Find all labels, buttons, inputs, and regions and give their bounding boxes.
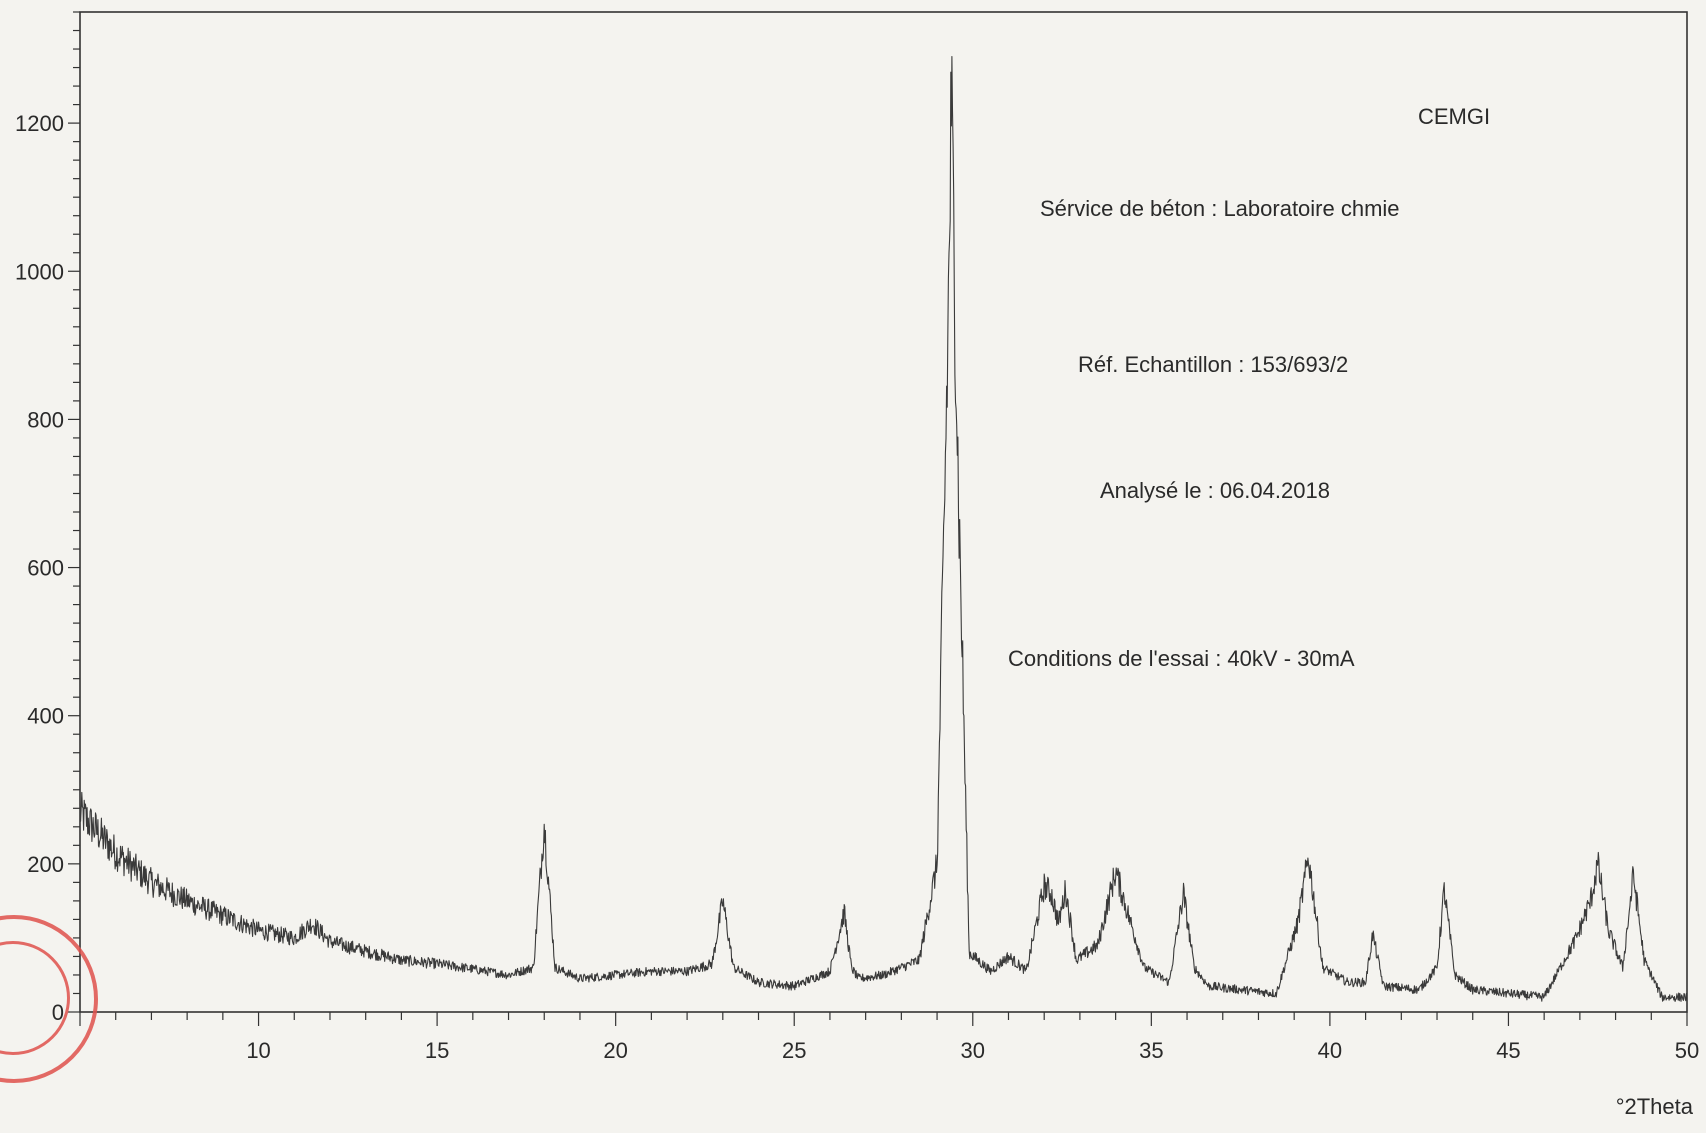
sample-reference-label: Réf. Echantillon : 153/693/2 [1078, 352, 1349, 377]
plot-frame [79, 11, 1688, 1013]
y-tick-label: 1000 [15, 259, 64, 284]
x-tick-label: 25 [782, 1038, 806, 1063]
x-axis-label: °2Theta [1616, 1094, 1694, 1119]
y-tick-label: 200 [27, 852, 64, 877]
y-tick-label: 800 [27, 407, 64, 432]
diffraction-series-line [79, 56, 1688, 1002]
service-label: Sérvice de béton : Laboratoire chmie [1040, 196, 1400, 221]
analysis-date-label: Analysé le : 06.04.2018 [1100, 478, 1330, 503]
x-tick-label: 45 [1496, 1038, 1520, 1063]
y-tick-label: 1200 [15, 111, 64, 136]
x-tick-label: 20 [603, 1038, 627, 1063]
x-tick-label: 30 [961, 1038, 985, 1063]
test-conditions-label: Conditions de l'essai : 40kV - 30mA [1008, 646, 1355, 671]
y-tick-label: 600 [27, 556, 64, 581]
x-tick-label: 40 [1318, 1038, 1342, 1063]
x-tick-label: 35 [1139, 1038, 1163, 1063]
x-tick-label: 15 [425, 1038, 449, 1063]
lab-name-label: CEMGI [1418, 104, 1491, 129]
x-tick-label: 10 [246, 1038, 270, 1063]
y-tick-label: 400 [27, 704, 64, 729]
x-tick-label: 50 [1675, 1038, 1699, 1063]
